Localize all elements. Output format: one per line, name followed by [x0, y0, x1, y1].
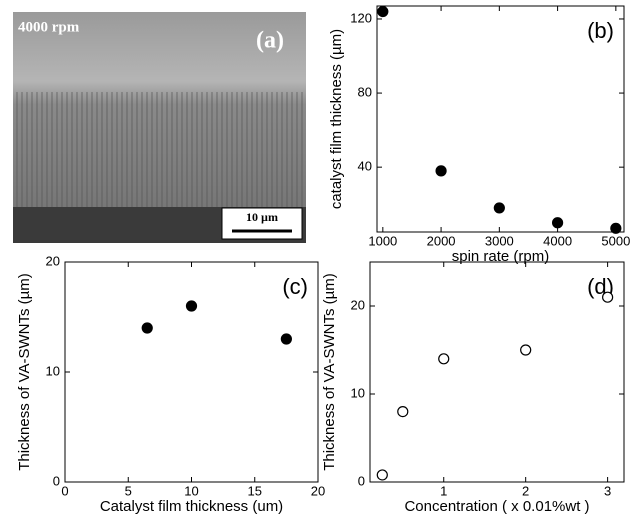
x-tick-label: 20 [311, 483, 325, 498]
y-tick-label: 80 [358, 85, 372, 100]
y-tick-label: 40 [358, 159, 372, 174]
plot-frame [376, 5, 625, 233]
x-axis-title: spin rate (rpm) [452, 248, 550, 265]
point [280, 333, 292, 345]
point [141, 322, 153, 334]
point [520, 344, 532, 356]
point [185, 300, 198, 312]
nanotube-forest [13, 92, 306, 207]
x-tick-label: 2 [522, 483, 529, 498]
point [397, 406, 409, 418]
y-tick-label: 120 [350, 10, 372, 25]
sem-image: 4000 rpm (a) 10 µm [13, 12, 306, 243]
point [602, 291, 614, 303]
scale-bar-box [221, 207, 303, 240]
x-tick-label: 1000 [368, 233, 397, 248]
y-tick-label: 0 [53, 473, 60, 488]
x-tick-label: 15 [248, 483, 262, 498]
point [435, 165, 447, 177]
point [438, 353, 450, 365]
plot-frame [369, 261, 625, 483]
x-tick-label: 1 [440, 483, 447, 498]
plot-frame [64, 261, 319, 483]
panel-label: (b) [587, 18, 614, 43]
point [493, 202, 505, 214]
y-tick-label: 10 [46, 363, 60, 378]
x-axis-title: Concentration ( x 0.01%wt ) [404, 498, 589, 515]
point [551, 217, 564, 229]
x-axis-title: Catalyst film thickness (um) [100, 498, 283, 515]
panel-label: (c) [282, 274, 308, 299]
y-axis-title: Thickness of VA-SWNTs (µm) [321, 273, 338, 471]
y-axis-title: catalyst film thickness (µm) [328, 29, 345, 209]
y-tick-label: 10 [351, 385, 365, 400]
x-tick-label: 3000 [485, 233, 514, 248]
scale-bar-label: 10 µm [246, 210, 278, 224]
point [610, 222, 622, 234]
x-tick-label: 2000 [427, 233, 456, 248]
y-tick-label: 0 [358, 473, 365, 488]
image-label: (a) [256, 28, 284, 54]
y-axis-title: Thickness of VA-SWNTs (µm) [16, 273, 33, 471]
x-tick-label: 10 [184, 483, 198, 498]
image-caption: 4000 rpm [18, 19, 80, 35]
y-tick-label: 20 [351, 297, 365, 312]
point [376, 469, 388, 481]
x-tick-label: 4000 [543, 233, 572, 248]
y-tick-label: 20 [46, 253, 60, 268]
x-tick-label: 5000 [601, 233, 630, 248]
x-tick-label: 0 [61, 483, 68, 498]
point [377, 5, 389, 18]
x-tick-label: 5 [125, 483, 132, 498]
x-tick-label: 3 [604, 483, 611, 498]
